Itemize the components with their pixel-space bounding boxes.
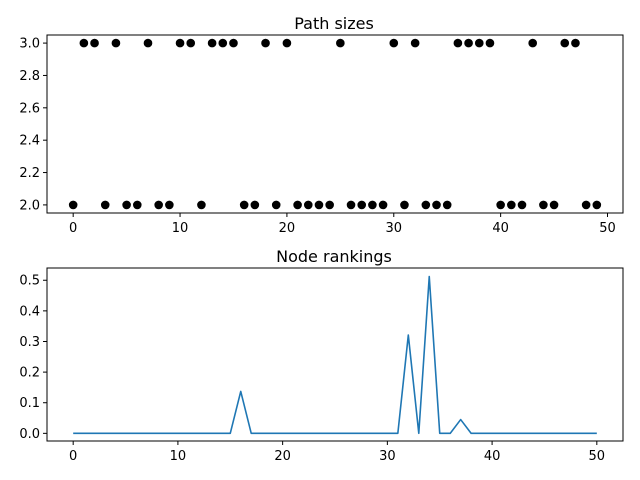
- x-tick-label: 10: [170, 449, 187, 464]
- path-sizes-markers: [68, 38, 602, 210]
- x-tick-label: 10: [172, 221, 189, 236]
- scatter-point: [218, 38, 228, 48]
- scatter-point: [239, 200, 249, 210]
- scatter-point: [346, 200, 356, 210]
- scatter-point: [154, 200, 163, 210]
- node-rankings-axes-frame: [46, 267, 624, 442]
- scatter-point: [293, 200, 302, 210]
- y-tick-label: 0.4: [19, 304, 40, 319]
- scatter-point: [442, 200, 452, 210]
- y-tick-label: 3.0: [19, 37, 40, 52]
- node-rankings-x-axis: 0 10 20 30 40 50: [69, 441, 605, 464]
- y-tick-label: 2.0: [19, 198, 40, 213]
- scatter-point: [549, 200, 559, 210]
- y-tick-label: 0.0: [19, 427, 40, 442]
- scatter-point: [79, 38, 89, 48]
- scatter-point: [271, 200, 281, 210]
- path-sizes-y-axis: 2.0 2.2 2.4 2.6 2.8 3.0: [19, 37, 47, 213]
- scatter-point: [389, 38, 399, 48]
- scatter-point: [207, 38, 217, 48]
- scatter-point: [143, 38, 153, 48]
- scatter-point: [539, 200, 548, 210]
- node-rankings-title: Node rankings: [276, 247, 392, 266]
- scatter-point: [229, 38, 238, 48]
- scatter-point: [560, 38, 570, 48]
- scatter-point: [528, 38, 537, 48]
- x-tick-label: 40: [484, 449, 501, 464]
- scatter-point: [111, 38, 121, 48]
- scatter-point: [592, 200, 602, 210]
- scatter-point: [368, 200, 377, 210]
- scatter-point: [400, 200, 409, 210]
- scatter-point: [432, 200, 441, 210]
- scatter-point: [100, 200, 110, 210]
- path-sizes-axes-frame: [46, 34, 624, 214]
- scatter-point: [507, 200, 516, 210]
- scatter-point: [421, 200, 431, 210]
- scatter-point: [325, 200, 334, 210]
- scatter-point: [474, 38, 484, 48]
- y-tick-label: 2.8: [19, 69, 40, 84]
- scatter-point: [133, 200, 142, 210]
- scatter-point: [68, 200, 78, 210]
- scatter-point: [571, 38, 580, 48]
- scatter-point: [314, 200, 324, 210]
- scatter-point: [357, 200, 367, 210]
- x-tick-label: 30: [379, 449, 396, 464]
- node-rankings-plot: Node rankings 0 10 20 30 40 50 0.00.10.20.30.…: [19, 247, 624, 464]
- x-tick-label: 50: [589, 449, 606, 464]
- node-rankings-y-axis: 0.0 0.1 0.2 0.3 0.4 0.5: [19, 274, 47, 442]
- scatter-point: [410, 38, 420, 48]
- scatter-point: [303, 200, 313, 210]
- y-tick-label: 2.2: [19, 166, 40, 181]
- y-tick-label: 0.1: [19, 396, 40, 411]
- x-tick-label: 20: [274, 449, 291, 464]
- path-sizes-x-axis: 0 10 20 30 40 50: [69, 213, 616, 236]
- scatter-point: [165, 200, 174, 210]
- x-tick-label: 30: [386, 221, 403, 236]
- scatter-point: [282, 38, 292, 48]
- x-tick-label: 0: [69, 221, 77, 236]
- y-tick-label: 0.2: [19, 366, 40, 381]
- scatter-point: [453, 38, 463, 48]
- ranking-series-line: [73, 275, 597, 435]
- scatter-point: [336, 38, 345, 48]
- path-sizes-plot: Path sizes 0 10 20 30 40 50 2.0 2.2 2.4 2.6 2.8 3.…: [19, 14, 624, 236]
- path-sizes-title: Path sizes: [294, 14, 374, 33]
- scatter-point: [517, 200, 527, 210]
- scatter-point: [250, 200, 260, 210]
- scatter-point: [496, 200, 505, 210]
- x-tick-label: 0: [69, 449, 77, 464]
- y-tick-label: 2.6: [19, 101, 40, 116]
- x-tick-label: 20: [279, 221, 296, 236]
- scatter-point: [378, 200, 388, 210]
- y-tick-label: 0.5: [19, 274, 40, 289]
- y-tick-label: 0.3: [19, 335, 40, 350]
- x-tick-label: 40: [492, 221, 509, 236]
- scatter-point: [197, 200, 206, 210]
- scatter-point: [122, 200, 131, 210]
- scatter-point: [175, 38, 185, 48]
- scatter-point: [261, 38, 270, 48]
- scatter-point: [581, 200, 591, 210]
- scatter-point: [464, 38, 473, 48]
- x-tick-label: 50: [599, 221, 616, 236]
- y-tick-label: 2.4: [19, 134, 40, 149]
- node-rankings-line: [73, 275, 597, 435]
- scatter-point: [186, 38, 196, 48]
- scatter-point: [90, 38, 99, 48]
- scatter-point: [485, 38, 495, 48]
